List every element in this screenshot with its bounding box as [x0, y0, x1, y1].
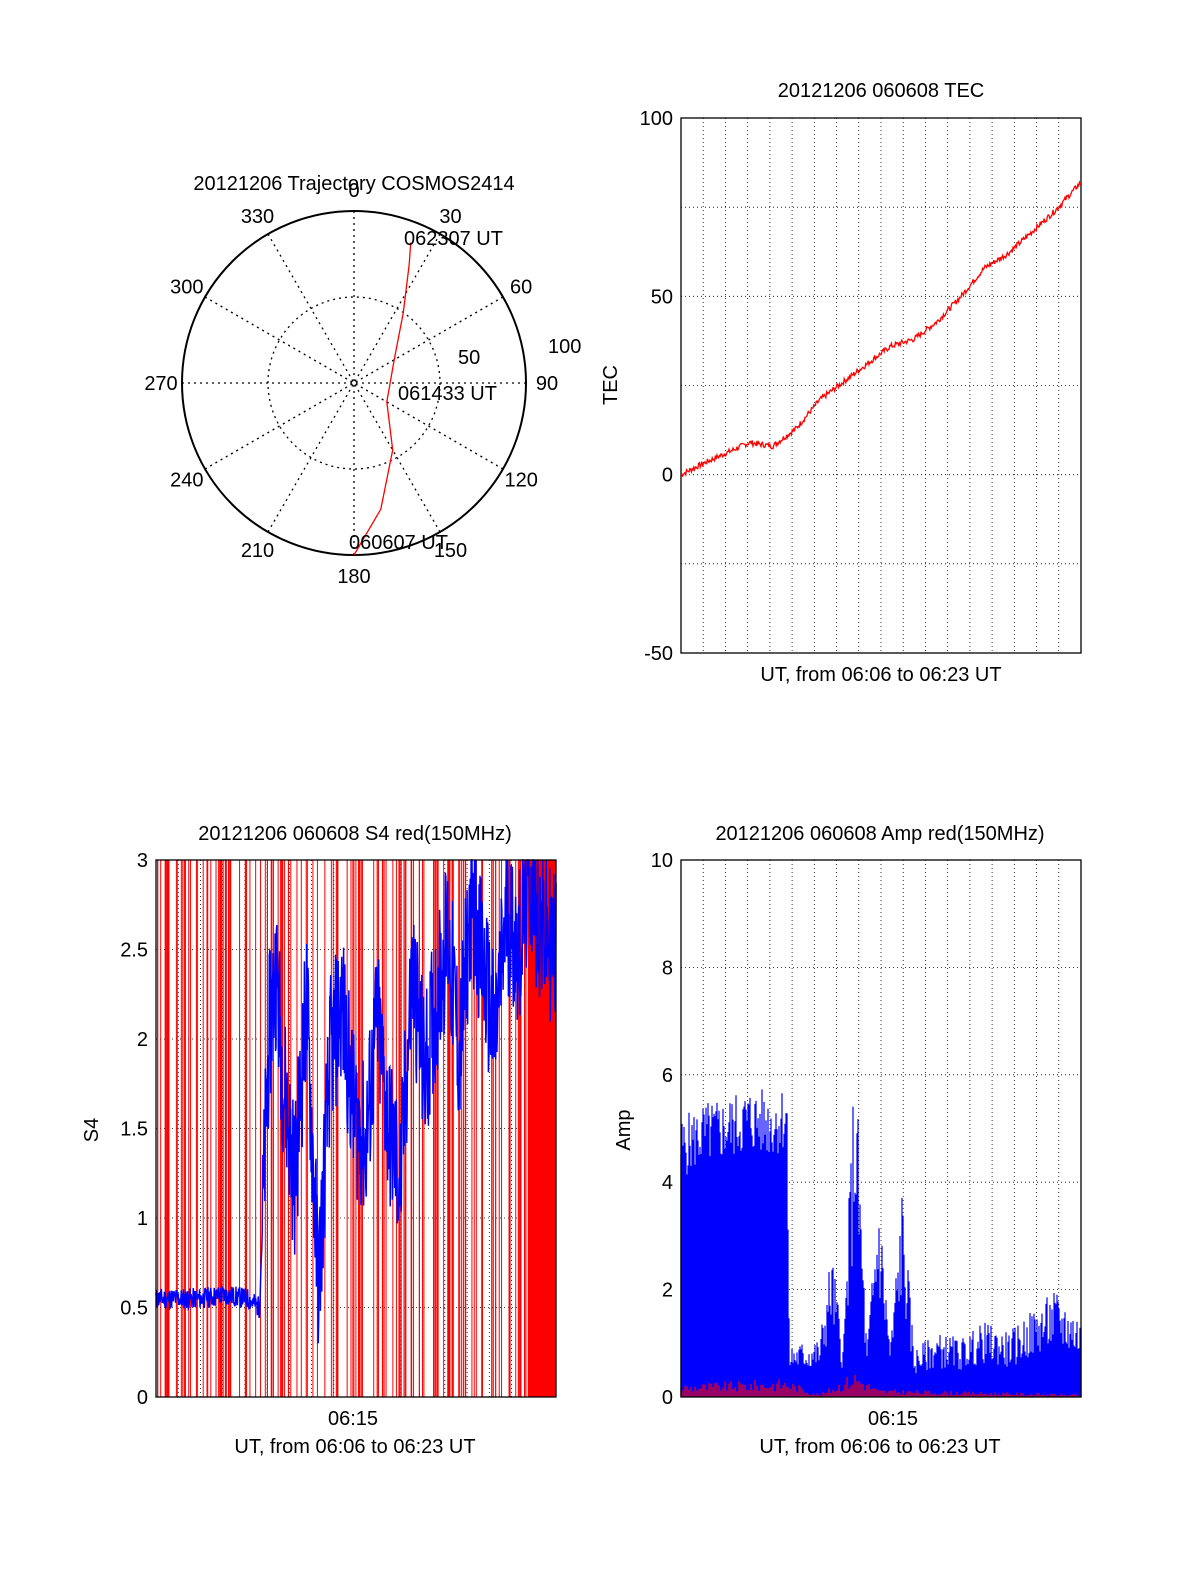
- polar-azimuth-label-60: 60: [510, 277, 532, 299]
- s4-ytick-label: 1.5: [120, 1119, 148, 1141]
- amp-blue-series: [680, 1089, 1082, 1397]
- polar-radial-label-100: 100: [548, 336, 581, 358]
- s4-x-tick-label: 06:15: [328, 1408, 378, 1430]
- s4-x-axis-label: UT, from 06:06 to 06:23 UT: [234, 1436, 475, 1458]
- amp-ytick-label: 10: [651, 850, 673, 872]
- trajectory-end-label: 062307 UT: [404, 228, 503, 250]
- tec-y-axis-label: TEC: [600, 365, 622, 405]
- s4-title: 20121206 060608 S4 red(150MHz): [198, 823, 512, 845]
- amp-ytick-label: 4: [662, 1172, 673, 1194]
- tec-x-axis-label: UT, from 06:06 to 06:23 UT: [760, 664, 1001, 686]
- s4-ytick-label: 2.5: [120, 940, 148, 962]
- s4-ytick-label: 0: [137, 1387, 148, 1409]
- amp-ytick-label: 0: [662, 1387, 673, 1409]
- tec-series-line: [680, 180, 1082, 478]
- polar-azimuth-labels: 0 30 60 90 120 150 180 210 240 270 300 330: [144, 180, 558, 588]
- amp-red-series: [680, 1374, 1082, 1397]
- amp-ytick-label: 8: [662, 957, 673, 979]
- polar-azimuth-label-240: 240: [170, 470, 203, 492]
- polar-azimuth-label-90: 90: [536, 373, 558, 395]
- s4-ytick-label: 3: [137, 850, 148, 872]
- polar-trajectory-line: [353, 242, 412, 556]
- tec-ytick-label: 100: [640, 108, 673, 130]
- s4-y-axis-label: S4: [81, 1118, 103, 1142]
- amp-ytick-label: 2: [662, 1280, 673, 1302]
- tec-title: 20121206 060608 TEC: [778, 80, 984, 102]
- tec-ytick-label: 0: [662, 465, 673, 487]
- polar-azimuth-label-210: 210: [241, 540, 274, 562]
- trajectory-start-label: 060607 UT: [349, 532, 448, 554]
- amp-x-axis-label: UT, from 06:06 to 06:23 UT: [759, 1436, 1000, 1458]
- s4-blue-series: [155, 859, 557, 1344]
- polar-azimuth-label-330: 330: [241, 206, 274, 228]
- amp-ytick-label: 6: [662, 1065, 673, 1087]
- amp-y-axis-label: Amp: [613, 1109, 635, 1150]
- polar-azimuth-label-270: 270: [144, 373, 177, 395]
- amp-plot-frame: [680, 859, 1082, 1398]
- tec-plot-frame: [680, 117, 1082, 654]
- tec-chart: 20121206 060608 TEC 100 50 0 -50 TEC UT, fr…: [600, 80, 1082, 686]
- s4-y-ticks: 3 2.5 2 1.5 1 0.5 0: [120, 850, 148, 1409]
- amp-gridlines: [681, 860, 1081, 1397]
- amp-title: 20121206 060608 Amp red(150MHz): [715, 823, 1044, 845]
- polar-azimuth-label-120: 120: [504, 470, 537, 492]
- tec-y-ticks: 100 50 0 -50: [640, 108, 673, 665]
- amp-y-ticks: 10 8 6 4 2 0: [651, 850, 673, 1409]
- polar-azimuth-label-180: 180: [337, 566, 370, 588]
- polar-azimuth-label-150: 150: [434, 540, 467, 562]
- polar-radial-label-50: 50: [458, 347, 480, 369]
- s4-plot-frame: [155, 859, 557, 1398]
- amp-chart: 20121206 060608 Amp red(150MHz) 1086420 …: [613, 823, 1082, 1458]
- s4-ytick-label: 0.5: [120, 1298, 148, 1320]
- tec-ytick-label: -50: [644, 643, 673, 665]
- s4-ytick-label: 1: [137, 1208, 148, 1230]
- amp-x-tick-label: 06:15: [868, 1408, 918, 1430]
- s4-chart: 20121206 060608 S4 red(150MHz) 3 2.5 2 1.5 1…: [81, 823, 557, 1458]
- polar-trajectory-chart: 20121206 Trajectory COSMOS2414 0 30 60 90 12…: [144, 173, 581, 588]
- tec-ytick-label: 50: [651, 286, 673, 308]
- polar-azimuth-label-300: 300: [170, 277, 203, 299]
- polar-azimuth-label-30: 30: [439, 206, 461, 228]
- s4-ytick-label: 2: [137, 1029, 148, 1051]
- polar-azimuth-label-0: 0: [348, 180, 359, 202]
- tec-gridlines: [681, 118, 1081, 653]
- trajectory-mid-label: 061433 UT: [398, 383, 497, 405]
- polar-title: 20121206 Trajectory COSMOS2414: [193, 173, 514, 195]
